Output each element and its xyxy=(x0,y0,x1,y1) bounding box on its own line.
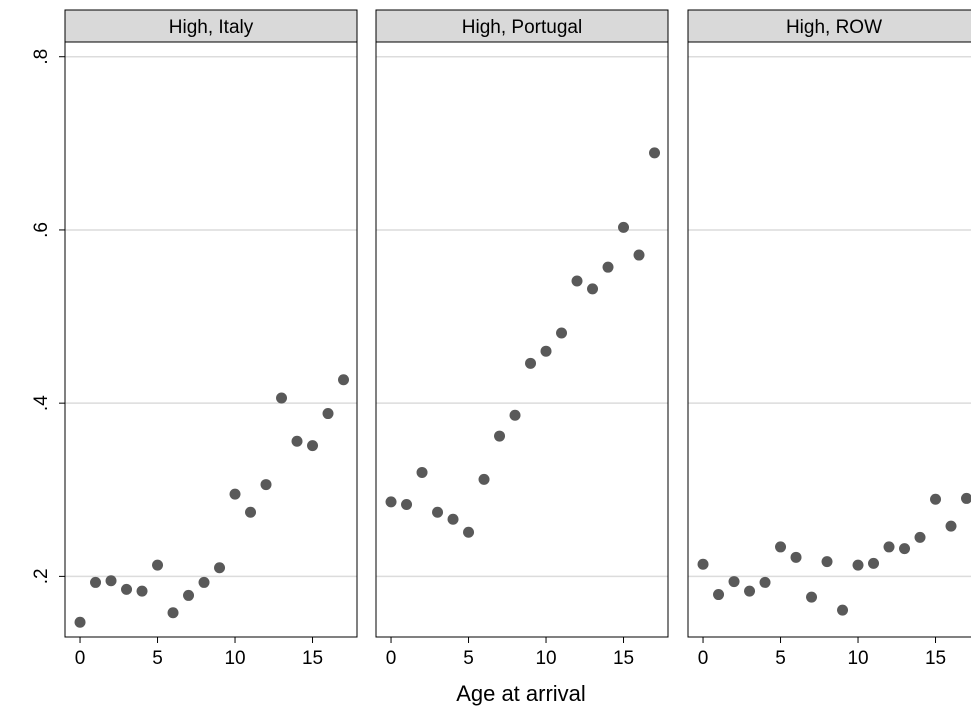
point xyxy=(291,435,303,447)
point xyxy=(649,147,661,159)
point xyxy=(136,585,148,597)
panel-frame xyxy=(64,41,358,638)
point xyxy=(494,430,506,442)
panel-title: High, Italy xyxy=(169,17,254,38)
point xyxy=(899,543,911,555)
point xyxy=(587,283,599,295)
point xyxy=(775,541,787,553)
y-tick-label: .6 xyxy=(31,222,52,238)
point xyxy=(883,541,895,553)
point xyxy=(852,559,864,571)
point xyxy=(556,327,568,339)
point xyxy=(229,488,241,500)
point xyxy=(152,559,164,571)
point xyxy=(74,616,86,628)
panel-frame xyxy=(375,41,669,638)
panel-header xyxy=(64,9,358,43)
point xyxy=(276,392,288,404)
point xyxy=(121,583,133,595)
point xyxy=(728,576,740,588)
point xyxy=(385,496,397,508)
point xyxy=(432,506,444,518)
x-tick-label: 10 xyxy=(224,648,245,669)
x-tick-label: 5 xyxy=(152,648,163,669)
point xyxy=(338,374,350,386)
point xyxy=(183,589,195,601)
point xyxy=(713,589,725,601)
point xyxy=(914,531,926,543)
point xyxy=(571,275,583,287)
x-tick-label: 15 xyxy=(613,648,634,669)
point xyxy=(478,473,490,485)
point xyxy=(90,576,102,588)
point xyxy=(447,513,459,525)
y-tick-label: .4 xyxy=(31,395,52,411)
x-tick-label: 15 xyxy=(302,648,323,669)
panel-frame xyxy=(687,41,971,638)
point xyxy=(821,556,833,568)
panel-title: High, Portugal xyxy=(462,17,582,38)
x-tick-label: 10 xyxy=(535,648,556,669)
point xyxy=(322,408,334,420)
point xyxy=(509,409,521,421)
x-tick-label: 5 xyxy=(775,648,786,669)
point xyxy=(633,249,645,261)
point xyxy=(618,221,630,233)
y-tick-label: .2 xyxy=(31,568,52,584)
point xyxy=(214,562,226,574)
point xyxy=(463,526,475,538)
point xyxy=(790,551,802,563)
point xyxy=(697,558,709,570)
panel-header xyxy=(687,9,971,43)
point xyxy=(930,493,942,505)
point xyxy=(602,261,614,273)
point xyxy=(167,607,179,619)
point xyxy=(401,498,413,510)
point xyxy=(525,357,537,369)
point xyxy=(945,520,957,532)
x-tick-label: 10 xyxy=(847,648,868,669)
point xyxy=(837,604,849,616)
y-tick-label: .8 xyxy=(31,49,52,65)
point xyxy=(260,479,272,491)
point xyxy=(868,557,880,569)
point xyxy=(540,345,552,357)
x-tick-label: 0 xyxy=(75,648,86,669)
point xyxy=(105,575,117,587)
point xyxy=(416,466,428,478)
x-axis-label: Age at arrival xyxy=(456,681,586,706)
point xyxy=(806,591,818,603)
x-tick-label: 5 xyxy=(463,648,474,669)
point xyxy=(744,585,756,597)
point xyxy=(307,440,319,452)
point xyxy=(198,576,210,588)
point xyxy=(759,576,771,588)
point xyxy=(961,492,971,504)
x-tick-label: 0 xyxy=(698,648,709,669)
panel-title: High, ROW xyxy=(786,17,882,38)
x-tick-label: 15 xyxy=(925,648,946,669)
point xyxy=(245,506,257,518)
x-tick-label: 0 xyxy=(386,648,397,669)
